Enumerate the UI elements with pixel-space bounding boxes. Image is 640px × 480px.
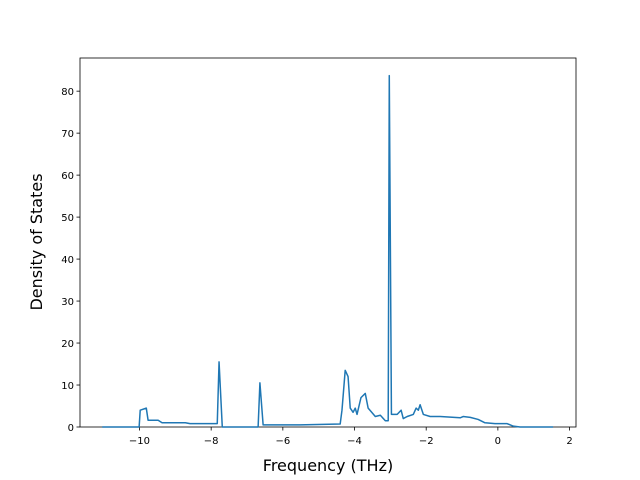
x-tick-label: −2 <box>419 436 434 447</box>
x-tick-label: −8 <box>204 436 219 447</box>
x-tick-label: 2 <box>566 436 572 447</box>
y-tick-label: 70 <box>61 129 74 140</box>
x-tick-label: −10 <box>129 436 150 447</box>
plot-frame <box>79 57 577 428</box>
data-line <box>102 74 554 428</box>
x-tick-label: −6 <box>275 436 290 447</box>
x-tick-label: −4 <box>347 436 362 447</box>
x-axis-label: Frequency (THz) <box>263 456 393 475</box>
y-tick-label: 20 <box>61 339 74 350</box>
y-tick-label: 40 <box>61 255 74 266</box>
y-tick-label: 50 <box>61 213 74 224</box>
y-tick-label: 10 <box>61 381 74 392</box>
y-axis-label: Density of States <box>27 173 46 310</box>
y-tick-label: 0 <box>68 423 74 434</box>
y-tick-label: 60 <box>61 171 74 182</box>
x-tick-label: 0 <box>495 436 501 447</box>
y-tick-label: 80 <box>61 87 74 98</box>
y-tick-label: 30 <box>61 297 74 308</box>
